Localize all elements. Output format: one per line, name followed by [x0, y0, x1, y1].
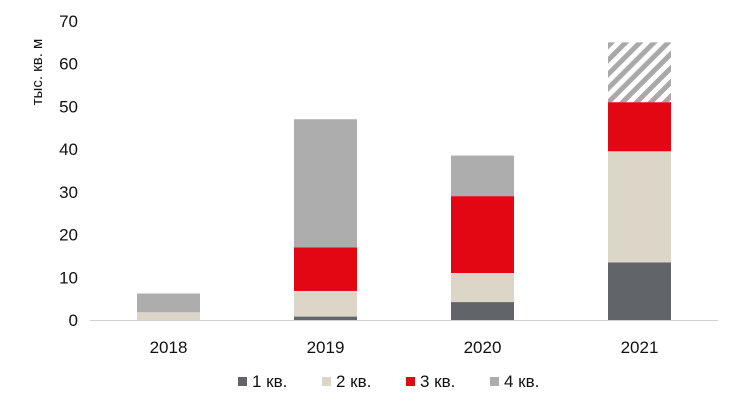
bar-segment-2019-q1 — [294, 316, 357, 320]
y-tick-label: 20 — [59, 226, 78, 245]
bar-segment-2019-q4 — [294, 119, 357, 248]
bar-segment-2019-q2 — [294, 290, 357, 317]
bar-segment-2020-q2 — [451, 273, 514, 303]
x-tick-label: 2018 — [150, 338, 188, 357]
y-tick-label: 40 — [59, 140, 78, 159]
bar-segment-2020-q3 — [451, 196, 514, 274]
bars — [137, 42, 671, 320]
y-axis-ticks: 0 10 20 30 40 50 60 70 — [59, 12, 78, 330]
legend-label-q2: 2 кв. — [336, 372, 371, 391]
legend-swatch-q2 — [322, 377, 331, 386]
x-tick-label: 2020 — [464, 338, 502, 357]
bar-segment-2018-q4 — [137, 293, 200, 313]
bar-segment-2020-q4 — [451, 155, 514, 197]
y-tick-label: 50 — [59, 97, 78, 116]
bar-segment-2019-q3 — [294, 247, 357, 291]
x-tick-label: 2019 — [307, 338, 345, 357]
y-tick-label: 70 — [59, 12, 78, 31]
legend-label-q4: 4 кв. — [504, 372, 539, 391]
legend-label-q1: 1 кв. — [252, 372, 287, 391]
y-tick-label: 10 — [59, 268, 78, 287]
x-tick-label: 2021 — [621, 338, 659, 357]
bar-segment-2021-q3 — [608, 102, 671, 152]
bar-segment-2021-q2 — [608, 151, 671, 263]
y-tick-label: 60 — [59, 55, 78, 74]
bar-segment-2021-forecast — [608, 42, 671, 103]
legend: 1 кв. 2 кв. 3 кв. 4 кв. — [238, 372, 539, 391]
bar-segment-2020-q1 — [451, 302, 514, 320]
legend-swatch-q4 — [490, 377, 499, 386]
legend-swatch-q1 — [238, 377, 247, 386]
legend-swatch-q3 — [406, 377, 415, 386]
bar-segment-2018-q2 — [137, 312, 200, 320]
y-axis-label: тыс. кв. м — [29, 39, 46, 106]
bar-segment-2021-q1 — [608, 262, 671, 320]
y-tick-label: 0 — [69, 311, 78, 330]
legend-label-q3: 3 кв. — [420, 372, 455, 391]
x-axis-ticks: 2018 2019 2020 2021 — [150, 338, 659, 357]
y-tick-label: 30 — [59, 183, 78, 202]
